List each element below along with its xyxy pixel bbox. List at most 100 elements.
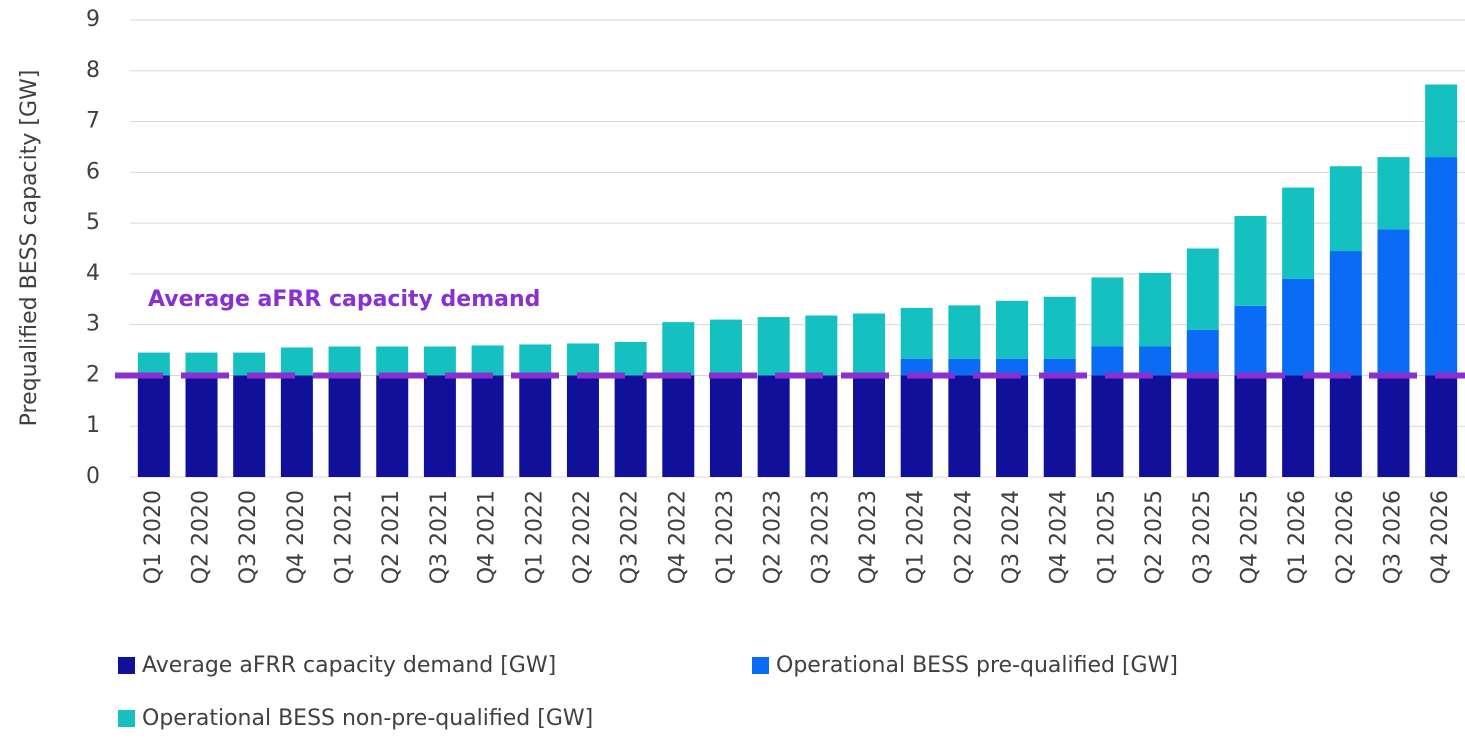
bar-segment xyxy=(376,375,409,477)
bar-segment xyxy=(996,375,1029,477)
bar-segment xyxy=(1043,358,1076,376)
bar-segment xyxy=(948,375,981,477)
bar-segment xyxy=(519,375,552,477)
bar-segment xyxy=(280,375,313,477)
bar-segment xyxy=(900,375,933,477)
bar-segment xyxy=(948,358,981,376)
y-tick-label: 3 xyxy=(86,312,100,337)
x-tick-label: Q1 2023 xyxy=(713,490,738,584)
bar-segment xyxy=(805,315,838,376)
legend-label: Operational BESS non-pre-qualified [GW] xyxy=(142,706,593,731)
bar-segment xyxy=(1425,375,1458,477)
bar-segment xyxy=(662,322,695,376)
bar-segment xyxy=(900,358,933,376)
x-tick-label: Q4 2020 xyxy=(284,490,309,584)
x-tick-label: Q4 2022 xyxy=(665,490,690,584)
bar-segment xyxy=(376,346,409,376)
x-tick-label: Q2 2026 xyxy=(1333,490,1358,584)
bar-segment xyxy=(1186,329,1219,376)
legend-swatch xyxy=(118,710,135,727)
bar-segment xyxy=(423,346,456,376)
bar-segment xyxy=(1282,278,1315,376)
bar-segment xyxy=(1234,305,1267,376)
x-tick-label: Q1 2021 xyxy=(332,490,357,584)
x-tick-label: Q3 2023 xyxy=(808,490,833,584)
x-tick-label: Q4 2025 xyxy=(1237,490,1262,584)
bar-segment xyxy=(1186,248,1219,330)
bar-segment xyxy=(1043,296,1076,359)
bar-segment xyxy=(1329,166,1362,252)
bar-segment xyxy=(233,375,266,477)
bar-segment xyxy=(709,319,742,376)
x-tick-label: Q2 2025 xyxy=(1142,490,1167,584)
bar-segment xyxy=(1425,157,1458,376)
bar-segment xyxy=(1377,375,1410,477)
bar-segment xyxy=(1139,272,1172,347)
bar-segment xyxy=(1043,375,1076,477)
x-tick-label: Q4 2024 xyxy=(1047,490,1072,584)
x-tick-label: Q3 2020 xyxy=(236,490,261,584)
bar-segment xyxy=(1329,251,1362,376)
x-tick-label: Q1 2024 xyxy=(904,490,929,584)
bar-segment xyxy=(328,346,361,376)
y-tick-label: 9 xyxy=(86,7,100,32)
bar-segment xyxy=(709,375,742,477)
bar-segment xyxy=(1091,346,1124,376)
y-tick-label: 2 xyxy=(86,362,100,387)
legend-swatch xyxy=(752,657,769,674)
bar-segment xyxy=(185,375,218,477)
bar-segment xyxy=(1186,375,1219,477)
y-tick-label: 5 xyxy=(86,210,100,235)
x-tick-label: Q1 2025 xyxy=(1094,490,1119,584)
bar-segment xyxy=(1234,216,1267,306)
y-axis-label: Prequalified BESS capacity [GW] xyxy=(17,70,42,427)
x-tick-label: Q1 2020 xyxy=(141,490,166,584)
bar-segment xyxy=(328,375,361,477)
x-tick-label: Q3 2026 xyxy=(1380,490,1405,584)
x-tick-label: Q2 2021 xyxy=(379,490,404,584)
x-tick-label: Q3 2025 xyxy=(1190,490,1215,584)
bar-segment xyxy=(1282,375,1315,477)
bar-segment xyxy=(137,352,170,376)
bar-segment xyxy=(1282,187,1315,279)
legend-swatch xyxy=(118,657,135,674)
x-tick-label: Q2 2020 xyxy=(189,490,214,584)
y-tick-label: 6 xyxy=(86,159,100,184)
bar-segment xyxy=(757,375,790,477)
y-tick-label: 8 xyxy=(86,58,100,83)
bar-segment xyxy=(853,313,886,376)
y-tick-label: 7 xyxy=(86,109,100,134)
x-tick-label: Q3 2021 xyxy=(427,490,452,584)
x-tick-label: Q2 2024 xyxy=(951,490,976,584)
bar-segment xyxy=(662,375,695,477)
x-tick-label: Q3 2022 xyxy=(618,490,643,584)
bar-segment xyxy=(614,341,647,376)
bar-segment xyxy=(1091,375,1124,477)
bar-segment xyxy=(471,345,504,376)
bar-segment xyxy=(1139,375,1172,477)
bar-segment xyxy=(233,352,266,376)
bar-segment xyxy=(1377,157,1410,230)
bar-segment xyxy=(566,343,599,376)
y-tick-label: 4 xyxy=(86,261,100,286)
legend-label: Average aFRR capacity demand [GW] xyxy=(142,653,556,678)
bar-segment xyxy=(280,347,313,376)
reference-label: Average aFRR capacity demand xyxy=(148,287,540,312)
bar-segment xyxy=(614,375,647,477)
bar-segment xyxy=(805,375,838,477)
x-tick-label: Q4 2026 xyxy=(1428,490,1453,584)
bar-segment xyxy=(423,375,456,477)
bar-segment xyxy=(996,300,1029,359)
bar-segment xyxy=(1425,84,1458,158)
x-tick-label: Q1 2026 xyxy=(1285,490,1310,584)
bar-segment xyxy=(853,375,886,477)
bar-segment xyxy=(566,375,599,477)
bar-segment xyxy=(185,352,218,376)
bar-segment xyxy=(137,375,170,477)
bar-segment xyxy=(1139,346,1172,376)
x-tick-label: Q4 2023 xyxy=(856,490,881,584)
bar-segment xyxy=(900,307,933,359)
bar-segment xyxy=(519,344,552,376)
bar-segment xyxy=(757,317,790,376)
